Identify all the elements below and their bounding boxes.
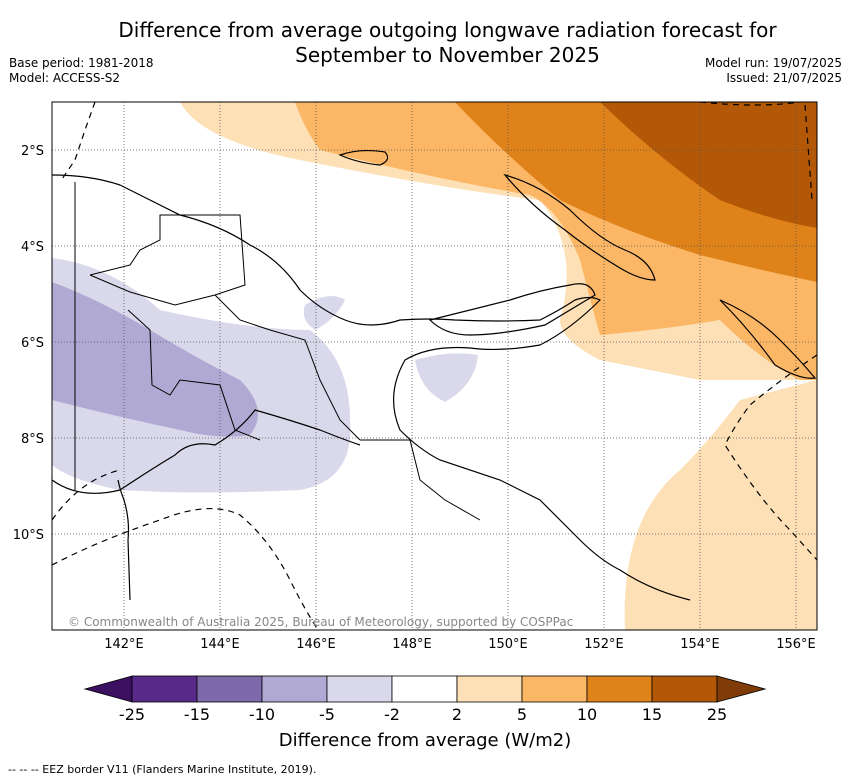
gridlines — [52, 102, 817, 630]
colorbar-arrow-right — [716, 675, 767, 703]
province-border-c — [214, 294, 361, 441]
colorbar-swatch — [651, 675, 718, 703]
colorbar-tick-label: -15 — [183, 705, 211, 724]
lat-label: 6°S — [21, 336, 44, 351]
lon-label: 142°E — [104, 637, 144, 652]
longitude-labels: 142°E 144°E 146°E 148°E 150°E 152°E 154°… — [104, 637, 816, 652]
lon-label: 150°E — [488, 637, 528, 652]
eez-line-east — [804, 104, 813, 201]
colorbar-swatch — [391, 675, 458, 703]
manus-island — [338, 149, 389, 166]
lon-label: 144°E — [200, 637, 240, 652]
eez-borders — [52, 102, 817, 630]
title-line-1: Difference from average outgoing longwav… — [118, 18, 777, 42]
model-name: Model: ACCESS-S2 — [9, 71, 121, 85]
torres-strait-coast — [117, 479, 131, 601]
eez-line-southeast — [724, 354, 817, 561]
eez-line-west — [52, 469, 121, 521]
lat-label: 4°S — [21, 240, 44, 255]
lat-label: 8°S — [21, 432, 44, 447]
latitude-labels: 2°S 4°S 6°S 8°S 10°S — [13, 144, 44, 543]
issued-date: Issued: 21/07/2025 — [726, 71, 842, 85]
colorbar-tick-label: -10 — [248, 705, 276, 724]
colorbar-tick-label: 15 — [641, 705, 663, 724]
province-border-b — [127, 309, 261, 441]
lon-label: 156°E — [776, 637, 816, 652]
bougainville-coast — [719, 299, 817, 379]
map-frame — [51, 101, 818, 631]
colorbar-tick-label: 2 — [451, 705, 463, 724]
colorbar-swatch — [131, 675, 198, 703]
lat-label: 2°S — [21, 144, 44, 159]
meta-right: Model run: 19/07/2025 Issued: 21/07/2025 — [705, 56, 842, 86]
eez-legend-note: -- -- -- EEZ border V11 (Flanders Marine… — [8, 763, 317, 776]
anomaly-zone-2-to-5-south — [624, 380, 817, 630]
base-period: Base period: 1981-2018 — [9, 56, 154, 70]
anomaly-zone-15-to-25 — [600, 102, 817, 228]
anomaly-patch-b — [415, 353, 478, 402]
map-title: Difference from average outgoing longwav… — [60, 18, 835, 68]
new-ireland-coast — [503, 173, 656, 281]
anomaly-zone-minus-10-to-minus-5 — [52, 282, 258, 437]
new-guinea-coast — [52, 174, 691, 601]
colorbar-arrow-left — [83, 675, 133, 703]
model-run: Model run: 19/07/2025 — [704, 56, 842, 70]
colorbar-tick-label: -2 — [384, 705, 400, 724]
colorbar-swatch — [196, 675, 263, 703]
anomaly-shading — [52, 102, 817, 630]
colorbar-tick-label: 10 — [576, 705, 598, 724]
title-line-2: September to November 2025 — [295, 43, 600, 67]
colorbar-tick-label: -5 — [319, 705, 335, 724]
colorbar-swatch — [456, 675, 523, 703]
colorbar — [83, 675, 767, 703]
colorbar-tick-label: -25 — [118, 705, 146, 724]
lon-label: 148°E — [392, 637, 432, 652]
copyright-text: © Commonwealth of Australia 2025, Bureau… — [68, 615, 573, 629]
eez-line-northwest — [59, 102, 96, 183]
colorbar-tick-label: 5 — [516, 705, 528, 724]
colorbar-swatch — [521, 675, 588, 703]
colorbar-label: Difference from average (W/m2) — [278, 730, 572, 751]
lon-label: 146°E — [296, 637, 336, 652]
meta-left: Base period: 1981-2018 Model: ACCESS-S2 — [9, 56, 154, 86]
colorbar-swatch — [326, 675, 393, 703]
new-britain-coast — [428, 283, 596, 336]
anomaly-patch-a — [303, 296, 345, 330]
colorbar-swatch — [261, 675, 328, 703]
lon-label: 154°E — [680, 637, 720, 652]
province-border-a — [89, 214, 246, 306]
eez-line-northeast — [699, 102, 801, 106]
colorbar-tick-label: 25 — [706, 705, 728, 724]
borders — [74, 182, 481, 521]
eez-line-south — [52, 508, 319, 630]
province-border-d — [360, 439, 481, 521]
lat-label: 10°S — [13, 528, 44, 543]
coastlines — [52, 149, 817, 601]
colorbar-swatch — [586, 675, 653, 703]
lon-label: 152°E — [584, 637, 624, 652]
